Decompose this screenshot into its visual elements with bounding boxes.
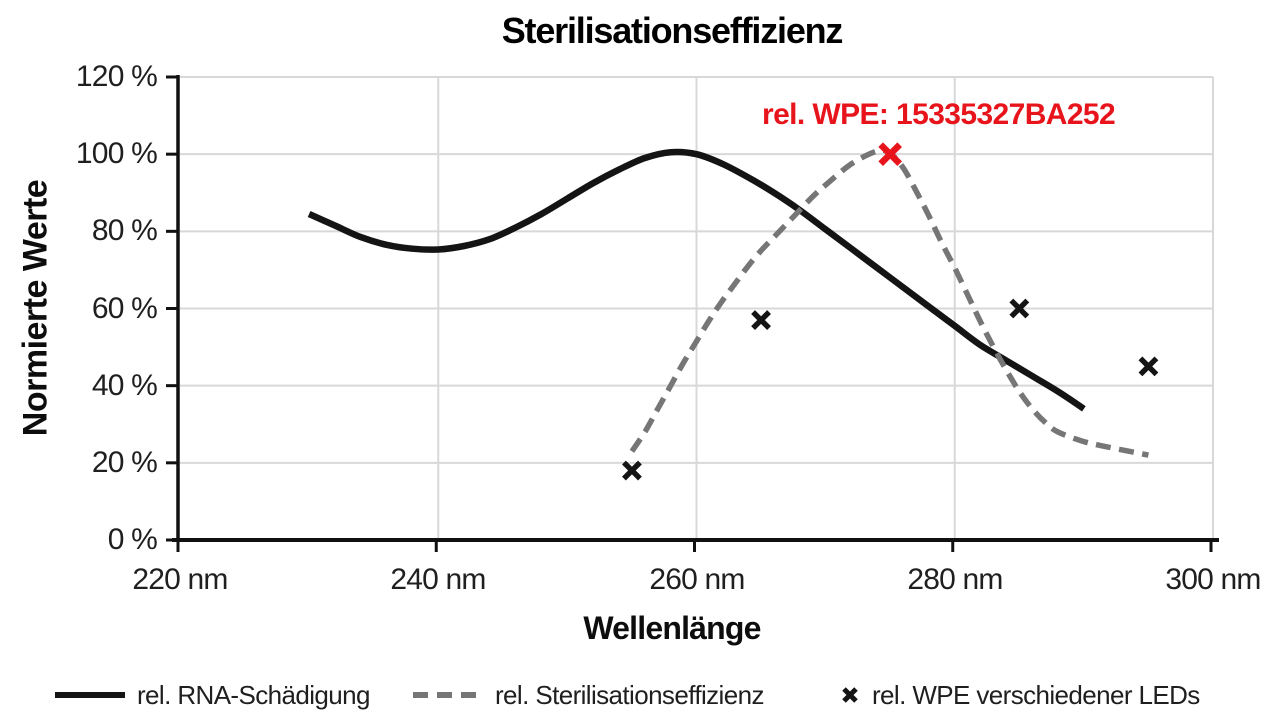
- x-tick-300nm: 300 nm: [1165, 563, 1261, 596]
- x-tick-260nm: 260 nm: [649, 563, 745, 596]
- y-tick-60: 60 %: [91, 292, 158, 325]
- y-tick-120: 120 %: [75, 60, 158, 93]
- series-3: [878, 142, 902, 166]
- legend-label-sterilisation: rel. Sterilisationseffizienz: [495, 679, 764, 710]
- legend-item-sterilisation: rel. Sterilisationseffizienz: [413, 674, 764, 716]
- legend-label-rna: rel. RNA-Schädigung: [137, 679, 370, 710]
- axes: [166, 75, 1219, 552]
- y-tick-80: 80 %: [91, 214, 158, 247]
- legend-item-wpe: rel. WPE verschiedener LEDs: [840, 674, 1200, 716]
- x-tick-280nm: 280 nm: [907, 563, 1003, 596]
- y-tick-100: 100 %: [75, 137, 158, 170]
- dashed-line-swatch-icon: [413, 692, 483, 698]
- y-tick-0: 0 %: [107, 523, 158, 556]
- legend-label-wpe: rel. WPE verschiedener LEDs: [872, 679, 1200, 710]
- legend: rel. RNA-Schädigung rel. Sterilisationse…: [0, 674, 1280, 716]
- legend-item-rna: rel. RNA-Schädigung: [55, 674, 370, 716]
- x-marker-icon: [842, 687, 858, 703]
- x-tick-220nm: 220 nm: [132, 563, 228, 596]
- solid-line-swatch-icon: [55, 692, 125, 698]
- series-2: [622, 298, 1159, 481]
- wpe-annotation: rel. WPE: 15335327BA252: [762, 98, 1116, 131]
- y-tick-40: 40 %: [91, 369, 158, 402]
- x-axis-title: Wellenlänge: [583, 610, 761, 646]
- series-1: [629, 147, 1149, 458]
- chart-title: Sterilisationseffizienz: [501, 10, 844, 51]
- series-0: [307, 148, 1086, 412]
- gridlines: [180, 76, 1214, 540]
- x-tick-240nm: 240 nm: [390, 563, 486, 596]
- y-tick-20: 20 %: [91, 446, 158, 479]
